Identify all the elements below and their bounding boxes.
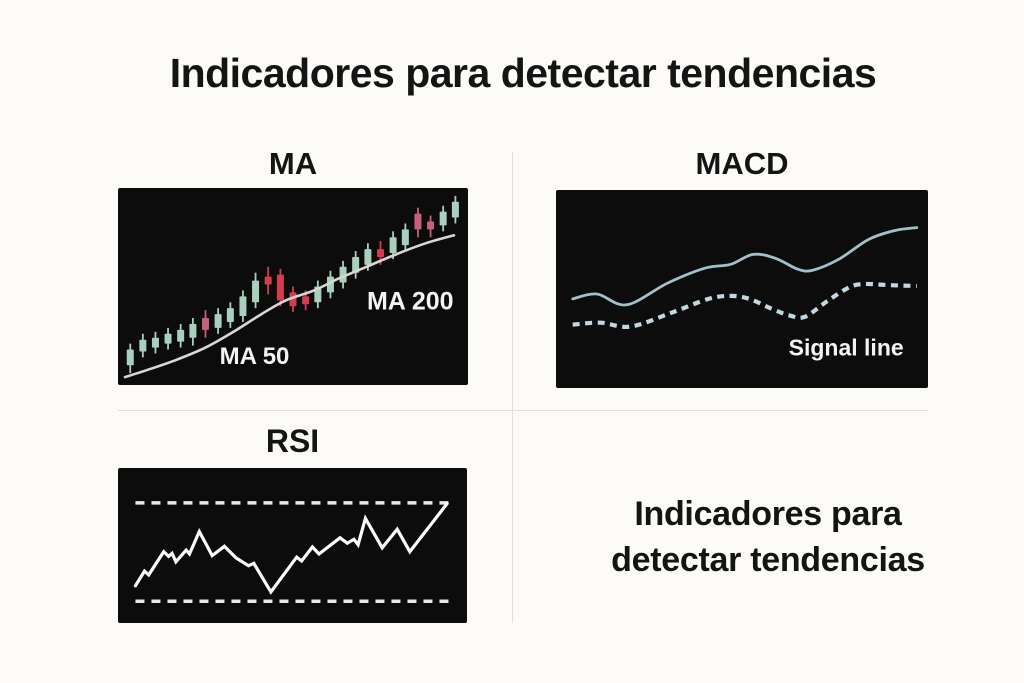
macd-heading: MACD [695, 146, 789, 181]
horizontal-divider [118, 410, 928, 411]
rsi-chart [118, 468, 467, 623]
rsi-chart-svg [133, 501, 450, 604]
page-title: Indicadores para detectar tendencias [169, 50, 877, 96]
macd-chart-svg [571, 226, 919, 330]
ma-chart-svg [123, 195, 459, 379]
macd-chart: Signal line [556, 190, 928, 388]
caption-line-2: detectar tendencias [611, 541, 925, 579]
vertical-divider [512, 152, 513, 623]
ma-candlestick-chart: MA 50 MA 200 [118, 188, 468, 385]
rsi-heading: RSI [265, 423, 320, 459]
signal-line-label: Signal line [788, 334, 904, 361]
ma-heading: MA [268, 146, 318, 181]
ma50-line-label: MA 50 [219, 343, 290, 371]
caption-line-1: Indicadores para [634, 495, 902, 533]
caption-text: Indicadores para detectar tendencias [512, 491, 1024, 583]
ma200-line-label: MA 200 [366, 287, 454, 316]
